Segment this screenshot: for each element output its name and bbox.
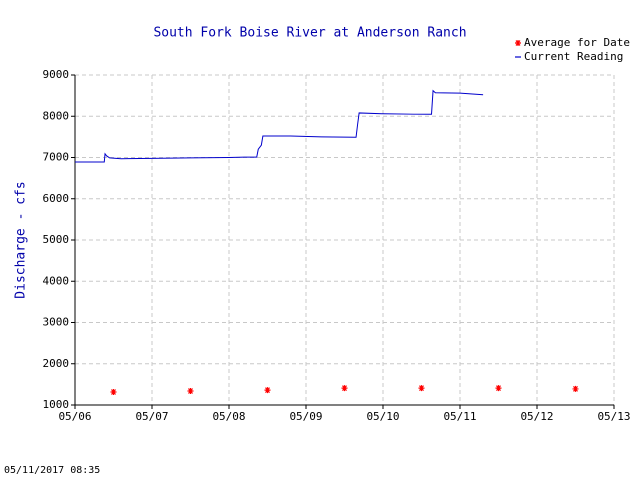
y-tick-label: 3000: [43, 316, 70, 329]
legend-label: Current Reading: [524, 50, 623, 63]
data-point: [187, 387, 194, 394]
x-tick-label: 05/07: [135, 410, 168, 423]
legend-marker: [515, 40, 521, 46]
data-point: [264, 387, 271, 394]
y-tick-label: 7000: [43, 151, 70, 164]
y-tick-label: 2000: [43, 357, 70, 370]
x-tick-label: 05/09: [289, 410, 322, 423]
legend-label: Average for Date: [524, 36, 630, 49]
data-point: [110, 389, 117, 396]
data-point: [341, 385, 348, 392]
y-tick-label: 4000: [43, 274, 70, 287]
y-tick-label: 1000: [43, 398, 70, 411]
y-tick-label: 8000: [43, 109, 70, 122]
y-tick-label: 6000: [43, 192, 70, 205]
data-point: [418, 385, 425, 392]
y-axis-label: Discharge - cfs: [14, 181, 29, 298]
y-tick-label: 5000: [43, 233, 70, 246]
x-tick-label: 05/11: [443, 410, 476, 423]
data-point: [572, 385, 579, 392]
x-tick-label: 05/06: [58, 410, 91, 423]
x-tick-label: 05/10: [366, 410, 399, 423]
data-line: [75, 89, 484, 163]
x-tick-label: 05/12: [520, 410, 553, 423]
x-tick-label: 05/13: [597, 410, 630, 423]
footer: 05/11/2017 08:35: [4, 465, 100, 476]
data-point: [495, 385, 502, 392]
x-tick-label: 05/08: [212, 410, 245, 423]
y-tick-label: 9000: [43, 68, 70, 81]
chart-title: South Fork Boise River at Anderson Ranch: [153, 26, 466, 41]
